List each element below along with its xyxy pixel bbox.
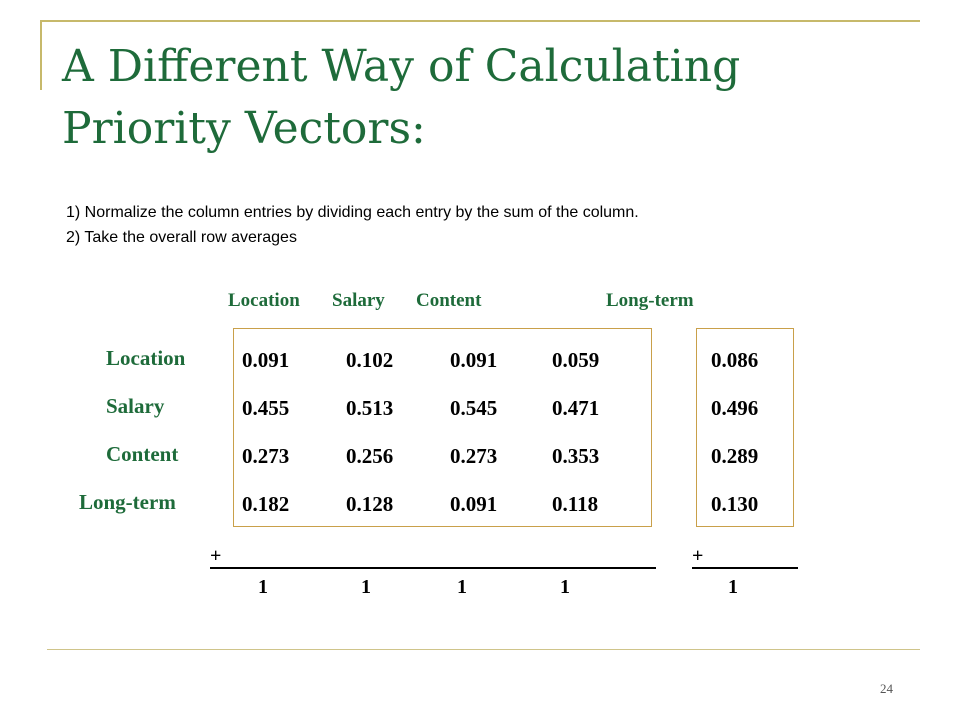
column-header-salary: Salary [332, 290, 385, 311]
matrix-cell: 0.353 [552, 444, 600, 468]
column-header-location: Location [228, 290, 300, 311]
row-average-content: 0.289 [711, 444, 759, 468]
left-rule [40, 20, 42, 90]
row-label-location: Location [106, 346, 186, 370]
matrix-plus-sign: + [210, 545, 222, 567]
matrix-cell: 0.455 [242, 396, 290, 420]
matrix-cell: 0.256 [346, 444, 394, 468]
row-label-content: Content [106, 442, 179, 466]
column-sum: 1 [258, 576, 268, 598]
row-average-location: 0.086 [711, 348, 759, 372]
matrix-cell: 0.091 [242, 348, 290, 372]
page-number: 24 [880, 681, 893, 696]
column-header-long-term: Long-term [606, 290, 694, 311]
row-label-salary: Salary [106, 394, 165, 418]
averages-sum-line [692, 567, 798, 569]
row-averages-box [696, 328, 794, 527]
averages-sum: 1 [728, 576, 738, 598]
matrix-cell: 0.545 [450, 396, 498, 420]
column-sum: 1 [560, 576, 570, 598]
footer-rule [47, 649, 920, 650]
column-sum: 1 [361, 576, 371, 598]
matrix-cell: 0.182 [242, 492, 290, 516]
top-rule [40, 20, 920, 22]
matrix-cell: 0.273 [450, 444, 498, 468]
matrix-cell: 0.059 [552, 348, 600, 372]
row-average-salary: 0.496 [711, 396, 759, 420]
step-1-text: 1) Normalize the column entries by divid… [66, 204, 639, 221]
matrix-cell: 0.102 [346, 348, 394, 372]
matrix-cell: 0.091 [450, 348, 498, 372]
matrix-cell: 0.118 [552, 492, 599, 516]
row-average-long-term: 0.130 [711, 492, 759, 516]
matrix-cell: 0.513 [346, 396, 394, 420]
matrix-cell: 0.471 [552, 396, 600, 420]
normalized-matrix-box [233, 328, 652, 527]
matrix-cell: 0.091 [450, 492, 498, 516]
averages-plus-sign: + [692, 545, 704, 567]
slide-title: A Different Way of Calculating Priority … [62, 41, 741, 154]
column-sum: 1 [457, 576, 467, 598]
matrix-cell: 0.273 [242, 444, 290, 468]
matrix-sum-line [210, 567, 656, 569]
step-2-text: 2) Take the overall row averages [66, 229, 297, 246]
column-header-content: Content [416, 290, 482, 311]
matrix-cell: 0.128 [346, 492, 394, 516]
row-label-long-term: Long-term [79, 490, 176, 514]
